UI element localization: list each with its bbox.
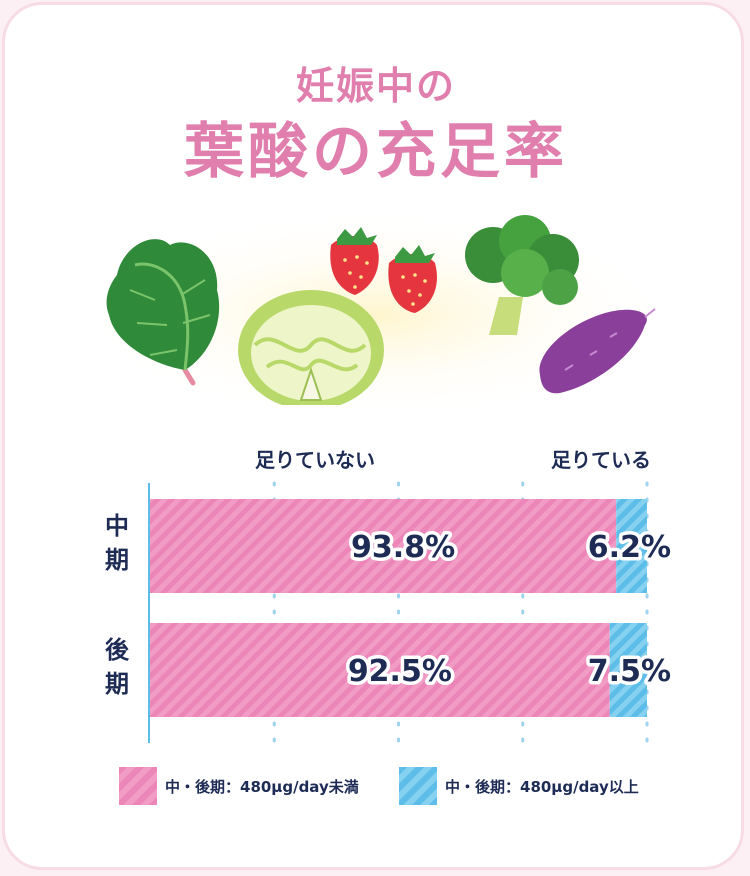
title-line-2: 葉酸の充足率 — [184, 117, 568, 187]
strawberry-icon — [330, 227, 437, 313]
broccoli-icon — [465, 215, 579, 335]
vegetables-illustration — [75, 210, 675, 405]
bar-below-target — [150, 623, 610, 717]
legend-label-above: 中・後期：480μg/day以上 — [445, 777, 639, 796]
bar-below-target — [150, 499, 617, 593]
title-line-1: 妊娠中の — [295, 64, 456, 108]
legend-item-above: 中・後期：480μg/day以上 — [399, 765, 639, 807]
data-label-below: 93.8% — [351, 530, 455, 565]
category-label: 後期 — [105, 636, 130, 698]
category-label: 中期 — [105, 512, 129, 574]
legend-swatch-pink — [119, 767, 157, 805]
legend-label-below: 中・後期：480μg/day未満 — [165, 777, 359, 796]
bar-above-target — [616, 499, 647, 593]
bar-above-target — [609, 623, 647, 717]
legend-swatch-blue — [399, 767, 437, 805]
header-label-not-enough: 足りていない — [255, 448, 375, 472]
sweet-potato-icon — [539, 308, 656, 394]
spinach-icon — [106, 239, 220, 386]
data-label-above: 6.2% — [588, 530, 671, 565]
stacked-bar-chart: 足りていない 足りている 中期 93.8% 6.2% 後期 92.5% 7.5% — [105, 448, 675, 752]
legend-item-below: 中・後期：480μg/day未満 — [119, 765, 359, 807]
cabbage-icon — [238, 290, 384, 405]
data-label-above: 7.5% — [588, 654, 671, 689]
header-label-enough: 足りている — [551, 448, 651, 472]
bars: 中期 93.8% 6.2% 後期 92.5% 7.5% — [105, 499, 675, 717]
data-label-below: 92.5% — [348, 654, 452, 689]
